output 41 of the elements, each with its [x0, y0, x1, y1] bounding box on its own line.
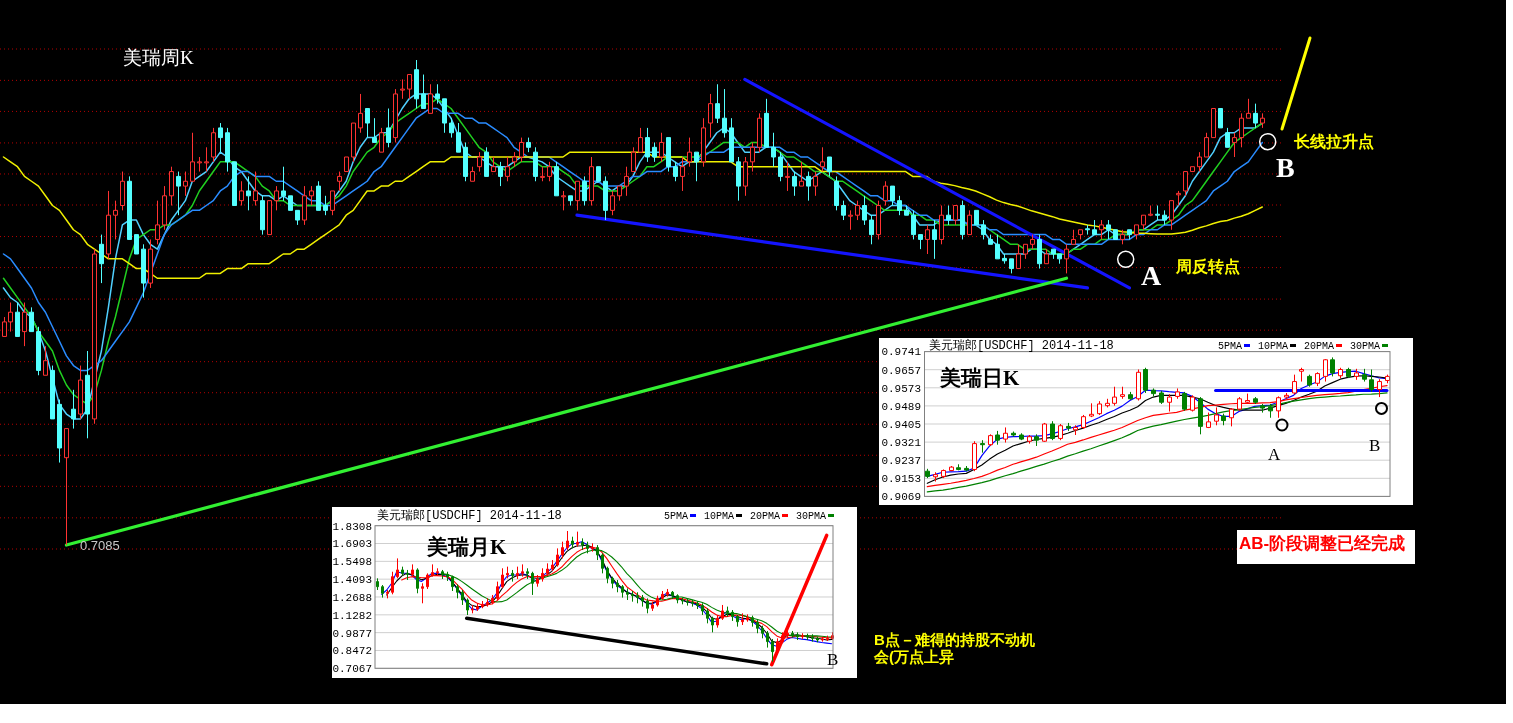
- legend-label: 30PMA: [1350, 341, 1381, 352]
- chart-title: 美元瑞郎[USDCHF] 2014-11-18: [929, 338, 1114, 353]
- legend-label: 5PMA: [1218, 341, 1243, 352]
- text: B点－难得的持股不动机会(万点上异: [873, 631, 1035, 665]
- y-tick-label: 0.9237: [881, 455, 921, 468]
- y-tick-label: 1.1282: [332, 609, 372, 622]
- y-tick-label: 0.9405: [881, 418, 921, 431]
- y-tick-label: 1.8308: [332, 520, 372, 533]
- chart-title: 美元瑞郎[USDCHF] 2014-11-18: [377, 508, 562, 523]
- y-tick-label: 1.6903: [332, 538, 372, 551]
- annotation: B: [827, 650, 839, 669]
- annotation: B: [1369, 436, 1381, 455]
- legend-label: 10PMA: [704, 511, 735, 522]
- y-tick-label: 0.9489: [881, 400, 921, 413]
- y-tick-label: 0.9069: [881, 491, 921, 504]
- annotation: 周反转点: [1175, 258, 1240, 276]
- legend-label: 10PMA: [1258, 341, 1289, 352]
- y-tick-label: 0.8472: [332, 645, 372, 658]
- y-tick-label: 0.9573: [881, 382, 921, 395]
- legend-label: 20PMA: [750, 511, 781, 522]
- annotation: AB-阶段调整已经完成: [1239, 534, 1406, 553]
- y-tick-label: 0.9741: [881, 346, 922, 359]
- annotation: A: [1268, 445, 1281, 464]
- annotation: A: [1141, 260, 1162, 291]
- text: B: [1276, 152, 1295, 183]
- y-tick-label: 1.5498: [332, 556, 372, 569]
- annotation: 美瑞月K: [426, 535, 507, 559]
- y-tick-label: 1.4093: [332, 574, 372, 587]
- y-tick-label: 0.7067: [332, 663, 372, 676]
- y-tick-label: 0.9657: [881, 364, 921, 377]
- chart-title: 美瑞周K: [123, 47, 194, 68]
- legend-label: 5PMA: [664, 511, 689, 522]
- text: 长线拉升点: [1293, 133, 1374, 151]
- y-tick-label: 0.9321: [881, 436, 922, 449]
- y-tick-label: 0.9153: [881, 473, 921, 486]
- legend-label: 30PMA: [796, 511, 827, 522]
- legend-label: 20PMA: [1304, 341, 1335, 352]
- annotation: 0.7085: [80, 538, 120, 553]
- y-tick-label: 0.9877: [332, 627, 372, 640]
- y-tick-label: 1.2688: [332, 591, 372, 604]
- annotation: 美瑞日K: [939, 366, 1020, 390]
